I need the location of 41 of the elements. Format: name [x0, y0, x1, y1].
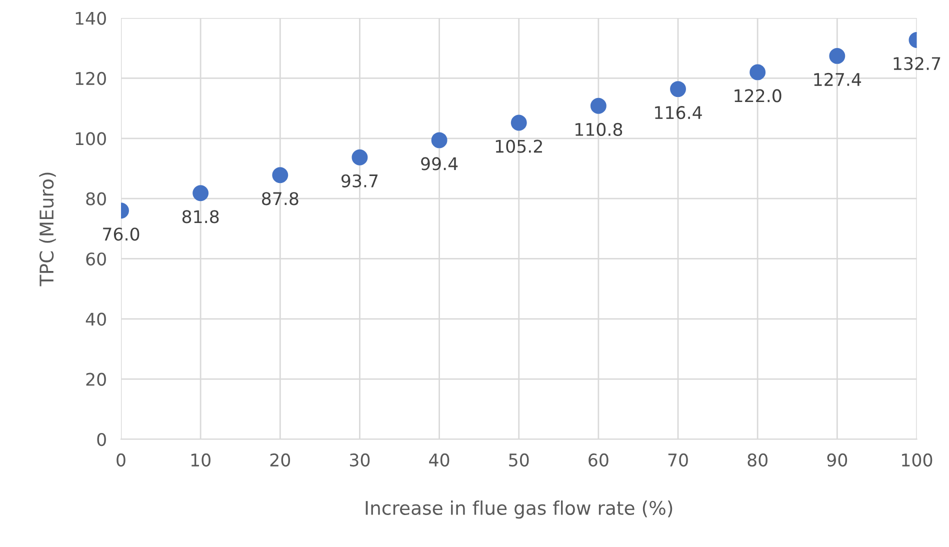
x-tick-label: 0: [116, 453, 126, 467]
y-tick-label: 120: [76, 72, 106, 86]
point: [192, 185, 209, 202]
x-tick-label: 80: [748, 453, 768, 467]
point: [352, 149, 368, 166]
data-label: 76.0: [103, 228, 140, 241]
point: [670, 81, 686, 98]
y-tick-label: 40: [86, 312, 106, 326]
data-label: 87.8: [262, 192, 298, 206]
point: [829, 48, 846, 64]
x-tick-label: 40: [429, 453, 450, 467]
point: [431, 132, 448, 148]
x-tick-label: 100: [902, 453, 932, 467]
x-tick-label: 10: [191, 453, 210, 467]
data-label: 122.0: [734, 89, 782, 102]
data-label: 127.4: [814, 72, 862, 86]
data-label: 99.4: [421, 157, 458, 170]
y-tick-label: 140: [76, 12, 106, 25]
data-label: 116.4: [655, 106, 702, 120]
point: [510, 114, 527, 131]
x-tick-label: 20: [270, 453, 290, 467]
y-tick-label: 80: [86, 192, 106, 206]
x-tick-label: 60: [588, 453, 608, 467]
point: [750, 64, 766, 80]
y-axis-title: TPC (MEuro): [39, 172, 56, 286]
point: [272, 167, 288, 184]
x-tick-label: 70: [668, 453, 688, 467]
data-label: 81.8: [182, 210, 219, 224]
x-tick-label: 50: [509, 453, 529, 467]
data-label: 132.7: [894, 56, 940, 70]
point: [590, 98, 606, 114]
data-label: 110.8: [575, 122, 622, 136]
y-tick-label: 0: [97, 432, 106, 446]
data-label: 93.7: [341, 174, 378, 188]
x-tick-label: 30: [350, 453, 370, 467]
x-axis-title: Increase in flue gas flow rate (%): [366, 500, 672, 519]
y-tick-label: 60: [86, 252, 106, 266]
y-tick-label: 20: [86, 372, 106, 386]
x-tick-label: 90: [827, 453, 848, 467]
y-tick-label: 100: [76, 132, 106, 146]
data-label: 105.2: [496, 140, 542, 153]
